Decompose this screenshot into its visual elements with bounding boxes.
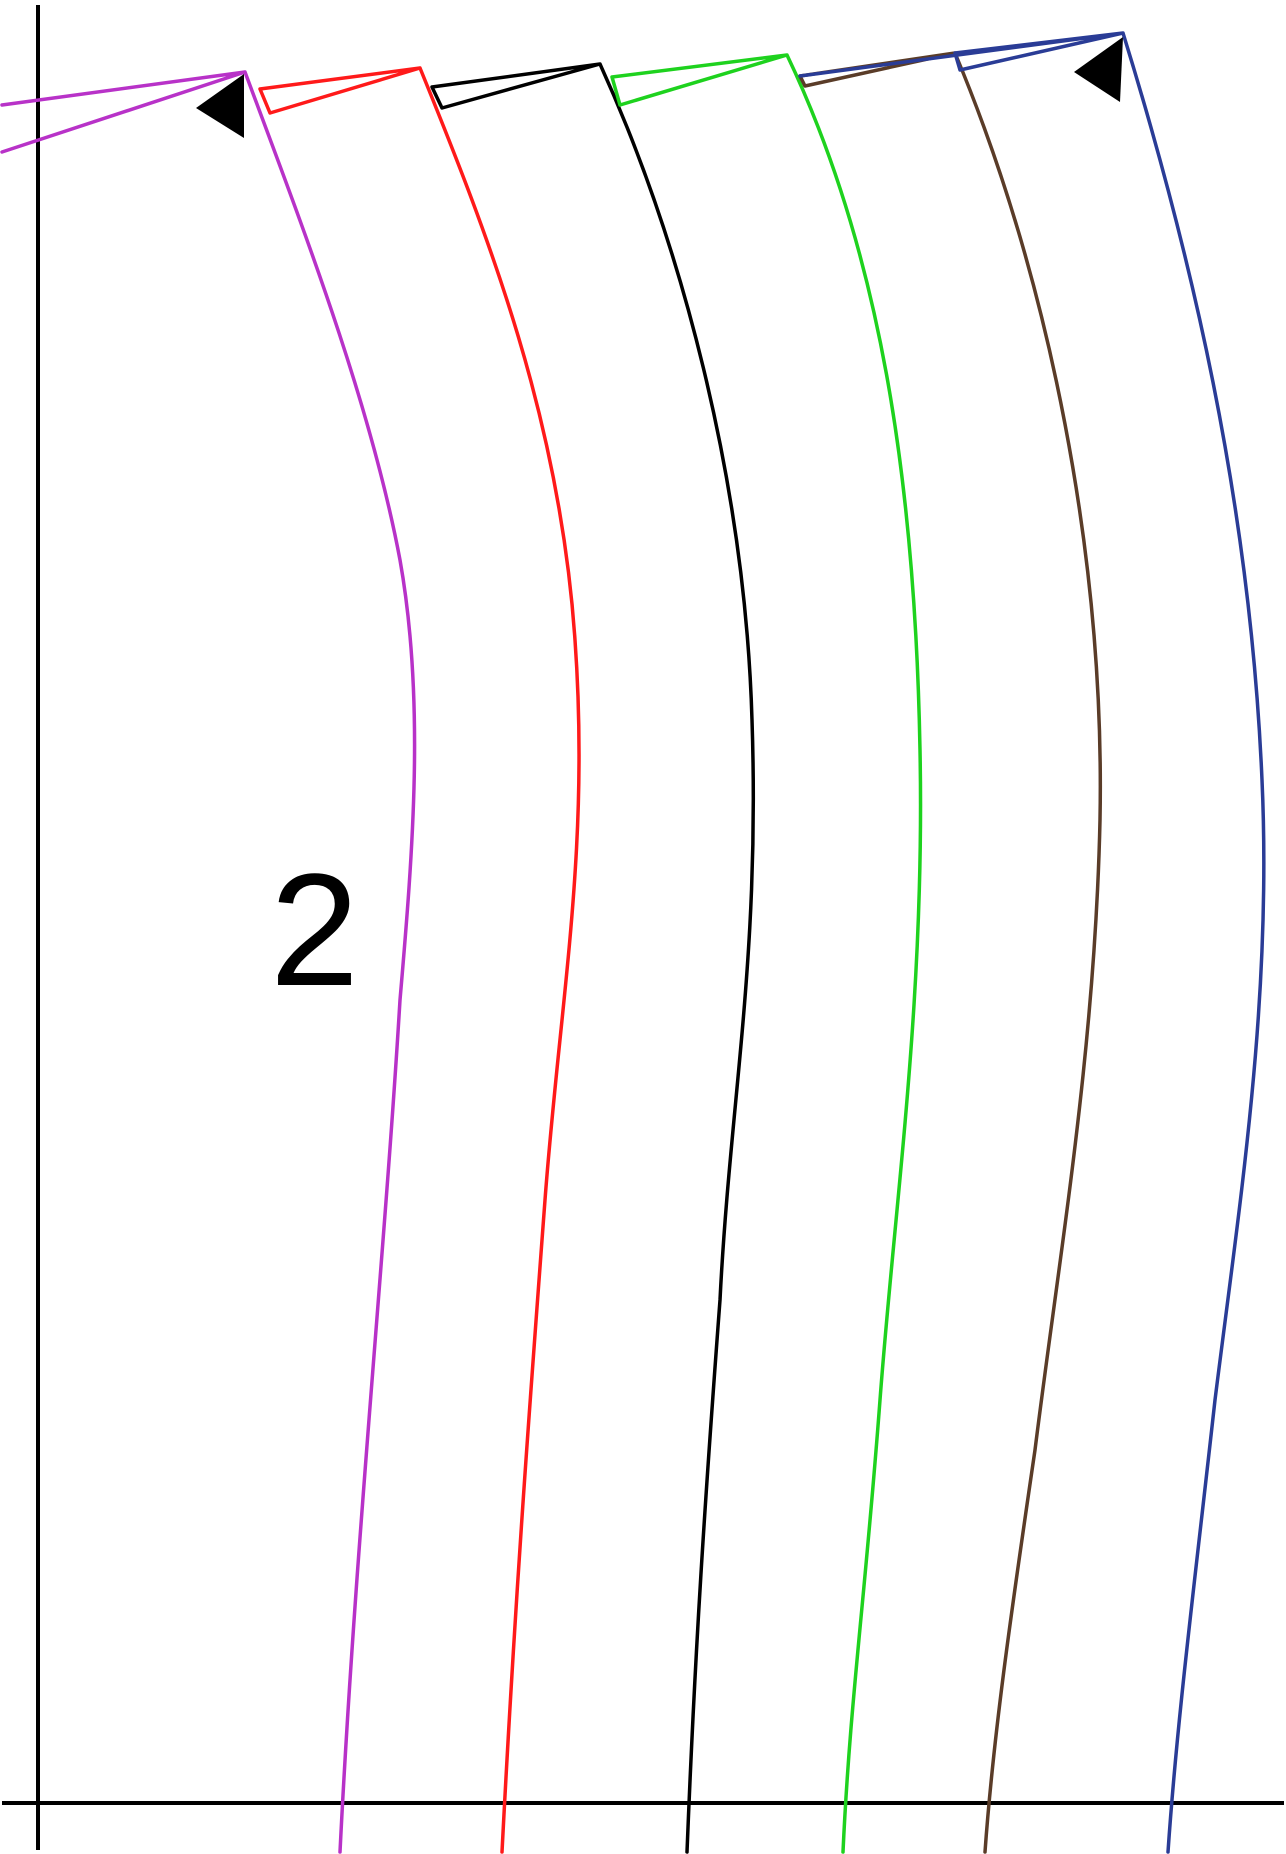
curve-brown [798, 51, 1103, 1854]
arrow-marker-right [1074, 37, 1123, 102]
arrow-marker-left [196, 74, 244, 138]
figure-label: 2 [270, 840, 359, 1019]
curve-black [430, 62, 756, 1854]
curve-red [258, 66, 581, 1854]
curve-blue [798, 31, 1266, 1854]
curve-green [610, 53, 923, 1854]
curve-magenta [0, 70, 417, 1854]
